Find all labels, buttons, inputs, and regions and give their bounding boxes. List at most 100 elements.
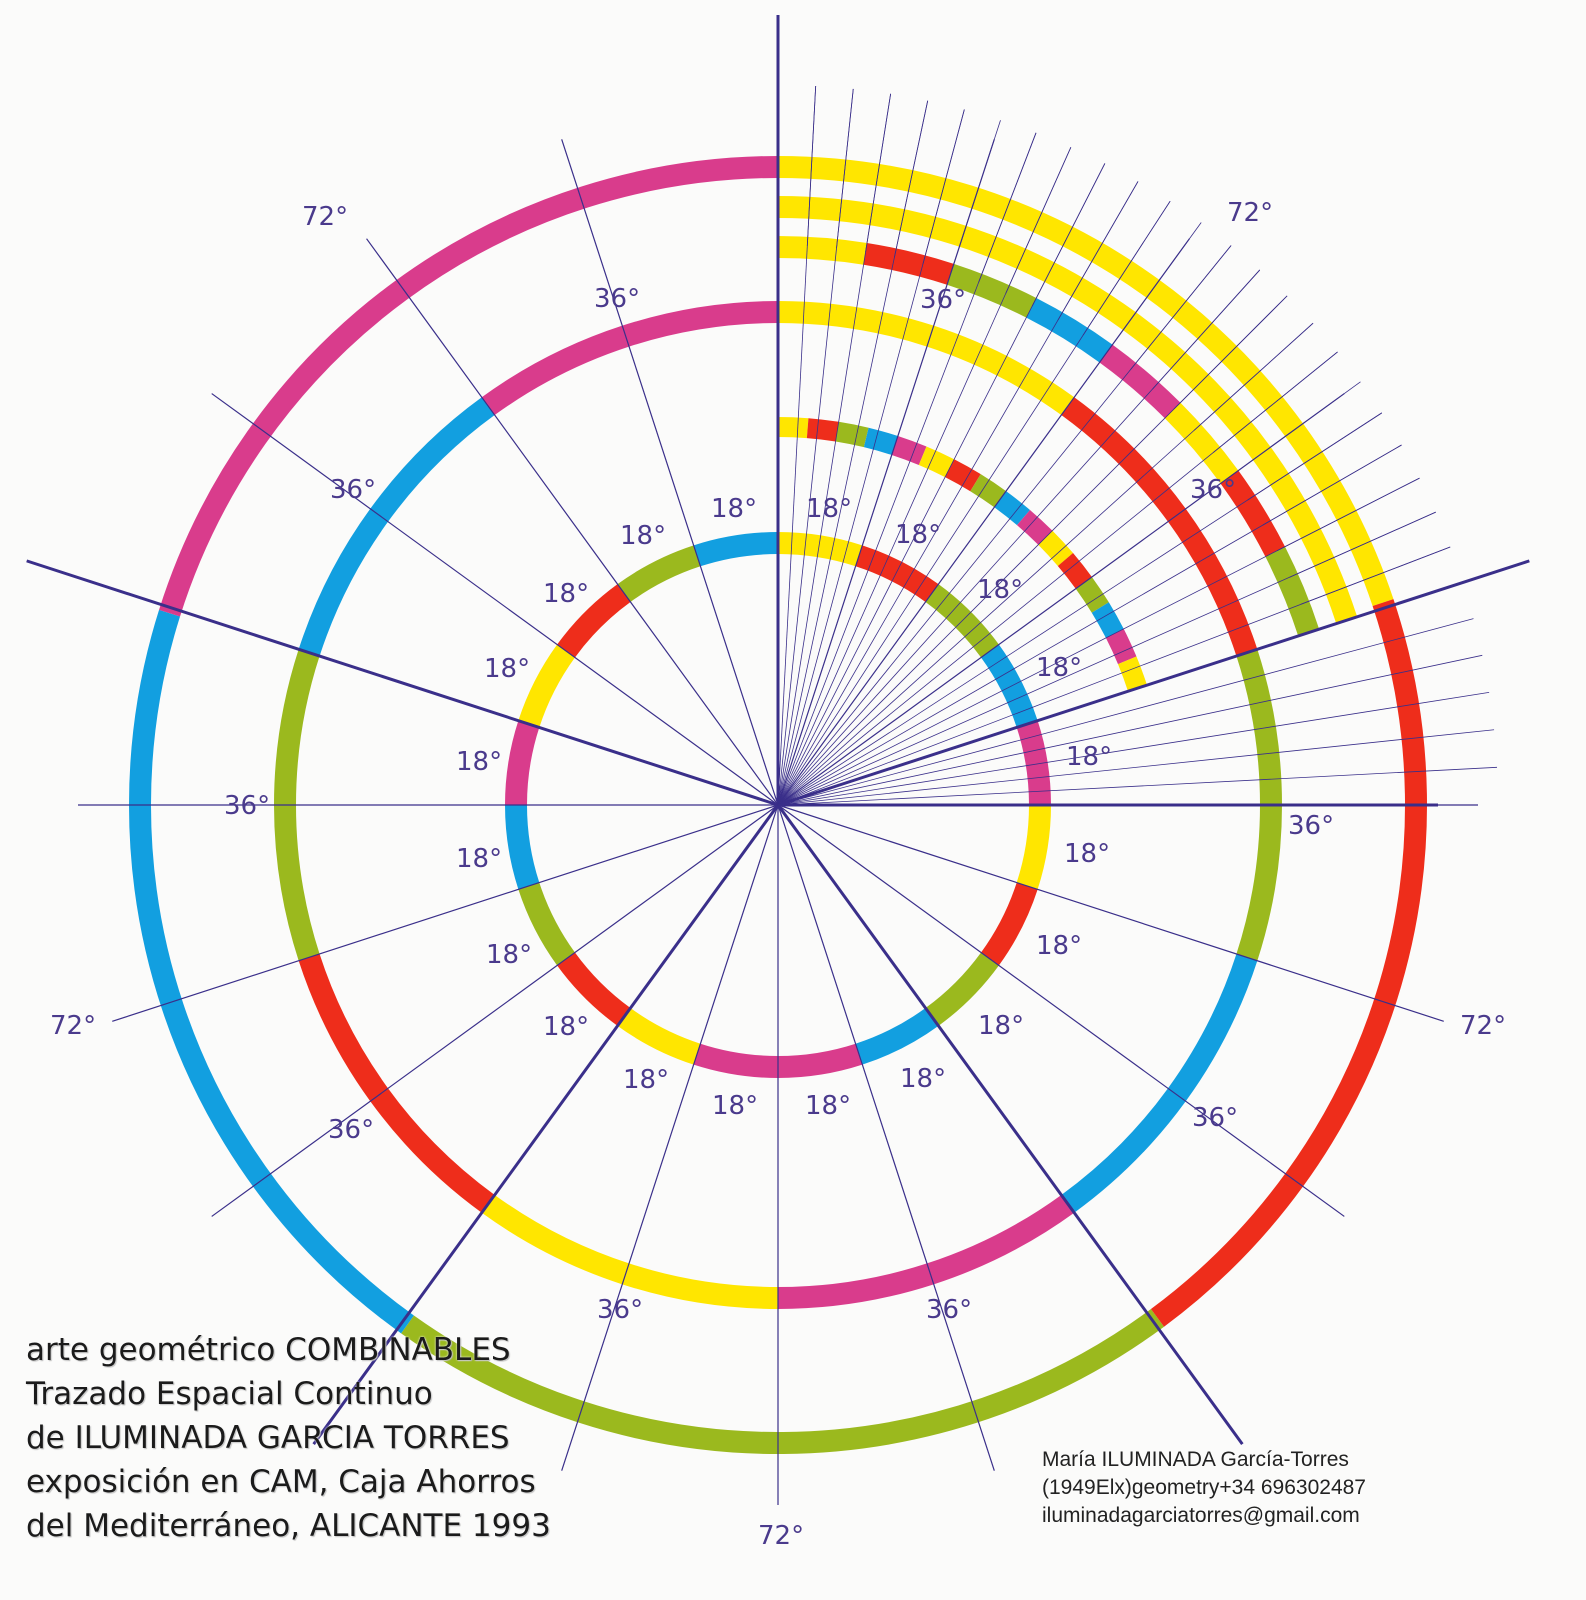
fan-line-outer	[1193, 322, 1314, 431]
band-378-seg	[1117, 656, 1148, 692]
label-36-bottom-right: 36°	[926, 1295, 972, 1325]
ring-inner-right-seg	[980, 882, 1038, 966]
band-558-seg	[1220, 470, 1285, 557]
fan-line	[777, 729, 1495, 806]
band-378-seg	[806, 418, 839, 442]
caption-line-2: Trazado Espacial Continuo	[26, 1376, 433, 1412]
fan-line-outer	[922, 109, 965, 265]
band-558-seg	[946, 263, 1037, 318]
fan-line-outer	[1005, 147, 1072, 294]
band-558-seg	[1164, 402, 1239, 484]
label-18-inner-bottom-left-b: 18°	[623, 1065, 669, 1095]
contact-name: María ILUMINADA García-Torres	[1042, 1448, 1349, 1471]
label-18-inner-right-a: 18°	[1036, 931, 1082, 961]
ring-inner-left-seg	[557, 952, 631, 1026]
label-18-inner-left-b: 18°	[456, 747, 502, 777]
caption-line-4: exposición en CAM, Caja Ahorros	[26, 1464, 536, 1500]
ring-outer-red	[1150, 599, 1427, 1327]
band-378-seg	[835, 421, 869, 448]
band-378-seg	[777, 417, 809, 439]
fan-line-outer	[1031, 163, 1106, 307]
ring-inner-right-seg	[777, 1043, 863, 1078]
ring-inner-left-seg	[617, 545, 701, 603]
caption-line-3: de ILUMINADA GARCIA TORRES	[26, 1420, 510, 1456]
thin-radial-line	[777, 804, 995, 1471]
fan-line	[777, 654, 1483, 806]
ring-inner-right-seg	[1016, 804, 1051, 890]
band-378-seg	[970, 474, 1007, 508]
label-18-inner-left-c: 18°	[456, 844, 502, 874]
fan-line-outer	[1300, 546, 1451, 605]
ring-outer-blue	[129, 609, 414, 1334]
contact-email: iluminadagarciatorres@gmail.com	[1042, 1504, 1360, 1527]
fan-line-outer	[1262, 444, 1402, 526]
fan-line-outer	[806, 85, 817, 246]
thin-radial-line	[561, 804, 779, 1471]
fan-line-outer	[865, 93, 892, 252]
thin-radial-line	[211, 804, 779, 1217]
band-378-seg	[1075, 576, 1109, 613]
main-radial-line	[26, 559, 779, 807]
ring-inner-right-seg	[855, 1007, 939, 1065]
label-72-top-left: 72°	[302, 202, 348, 232]
fan-line	[777, 618, 1474, 806]
fan-line-outer	[1247, 412, 1383, 501]
label-36-upper-right: 36°	[1190, 475, 1236, 505]
band-558-seg	[1265, 546, 1320, 637]
band-558-seg	[863, 243, 954, 285]
fan-line	[777, 691, 1490, 806]
label-36-left: 36°	[224, 791, 270, 821]
thin-radial-line	[777, 804, 1444, 1022]
label-18-inner-bottom-left-a: 18°	[543, 1012, 589, 1042]
label-18-inner-top-left-b: 18°	[620, 521, 666, 551]
ring-inner-left-seg	[617, 1007, 701, 1065]
fan-line-outer	[1130, 245, 1232, 371]
main-radial-line	[776, 804, 1244, 1446]
fan-line-outer	[1057, 181, 1139, 321]
label-72-top-right: 72°	[1227, 198, 1273, 228]
ring-inner-left-seg	[505, 804, 540, 890]
fan-line	[777, 766, 1498, 806]
fan-line-outer	[894, 100, 929, 258]
label-36-bottom-left: 36°	[597, 1295, 643, 1325]
ring-inner-left-seg	[693, 532, 779, 567]
contact-phone: (1949Elx)geometry+34 696302487	[1042, 1476, 1366, 1499]
label-36-right: 36°	[1288, 811, 1334, 841]
fan-line-outer	[836, 88, 854, 249]
band-378-seg	[1105, 628, 1137, 665]
label-36-upper-left: 36°	[330, 475, 376, 505]
ring-inner-left-seg	[557, 584, 631, 658]
fan-line-outer	[1289, 511, 1436, 578]
label-18-inner-top-right-a: 18°	[977, 575, 1023, 605]
artist-contact: María ILUMINADA García-Torres (1949Elx)g…	[1042, 1446, 1366, 1530]
label-36-lower-right: 36°	[1192, 1103, 1238, 1133]
band-558-seg	[1099, 344, 1181, 419]
thin-radial-line	[366, 238, 779, 806]
thin-radial-line	[561, 139, 779, 806]
band-378-seg	[891, 435, 927, 466]
caption-line-1: arte geométrico COMBINABLES	[26, 1332, 511, 1368]
band-558-seg	[777, 236, 868, 265]
ring-inner-left-seg	[505, 720, 540, 806]
label-18-inner-left-d: 18°	[486, 940, 532, 970]
label-72-right: 72°	[1460, 1011, 1506, 1041]
caption-line-5: del Mediterráneo, ALICANTE 1993	[26, 1508, 551, 1544]
main-radial-line	[777, 559, 1530, 807]
ring-outer-yellow	[777, 156, 1394, 607]
angle-labels: 72° 72° 72° 72° 72° 36° 36° 36° 36° 36° …	[50, 198, 1506, 1551]
label-36-lower-left: 36°	[328, 1115, 374, 1145]
label-18-inner-bottom-right-a: 18°	[900, 1064, 946, 1094]
label-18-inner-left-a: 18°	[484, 654, 530, 684]
label-18-inner-right-d: 18°	[1036, 653, 1082, 683]
label-18-inner-right-b: 18°	[1064, 839, 1110, 869]
fan-line-outer	[1106, 222, 1202, 353]
artwork-caption: arte geométrico COMBINABLES Trazado Espa…	[26, 1328, 551, 1548]
label-18-inner-bottom-a: 18°	[712, 1091, 758, 1121]
fan-line-outer	[1152, 269, 1261, 390]
band-378-seg	[863, 427, 898, 456]
construction-lines	[26, 15, 1530, 1505]
band-558-seg	[1026, 298, 1113, 363]
ring-inner-left-seg	[693, 1043, 779, 1078]
label-36-top-right: 36°	[920, 285, 966, 315]
